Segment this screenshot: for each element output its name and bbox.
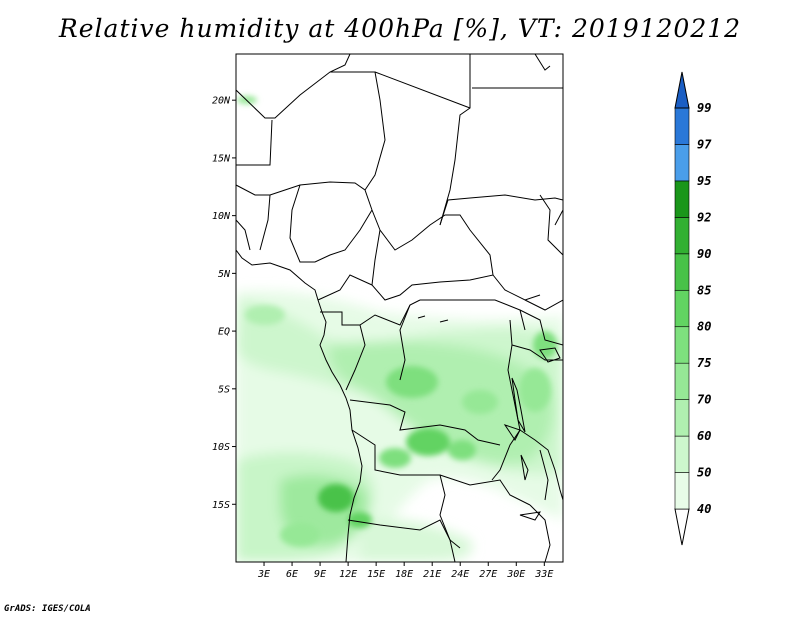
lon-label: 21E — [423, 569, 441, 580]
lon-label: 6E — [286, 569, 298, 580]
lon-label: 12E — [339, 569, 357, 580]
lon-label: 9E — [314, 569, 326, 580]
lon-label: 33E — [534, 569, 553, 580]
colorbar-upper-extension — [674, 71, 690, 109]
colorbar-label: 92 — [697, 210, 711, 224]
colorbar-label: 90 — [697, 247, 711, 261]
credit-label: GrADS: IGES/COLA — [4, 604, 91, 614]
colorbar-label: 70 — [697, 393, 711, 407]
lat-label: 15N — [212, 153, 231, 164]
colorbar-band — [674, 399, 690, 437]
map-title: Relative humidity at 400hPa [%], VT: 201… — [58, 14, 742, 43]
colorbar-band — [674, 362, 690, 400]
colorbar-band — [674, 144, 690, 182]
colorbar-band — [674, 435, 690, 473]
colorbar-band — [674, 253, 690, 291]
colorbar-band — [674, 107, 690, 145]
lat-label: 10N — [212, 211, 231, 222]
colorbar-label: 95 — [697, 174, 711, 188]
colorbar-label: 40 — [697, 502, 711, 516]
colorbar-label: 99 — [697, 101, 711, 115]
humidity-field — [236, 96, 563, 562]
colorbar-label: 60 — [697, 429, 711, 443]
colorbar-band — [674, 289, 690, 328]
lon-label: 30E — [506, 569, 525, 580]
colorbar-lower-extension — [674, 508, 690, 546]
colorbar-label: 50 — [697, 466, 711, 480]
latitude-axis: 20N 15N 10N 5N EQ 5S 10S 15S — [212, 96, 236, 511]
lon-label: 3E — [257, 569, 270, 580]
colorbar-label: 85 — [697, 283, 711, 297]
colorbar-band — [674, 472, 690, 510]
colorbar: 40 50 60 70 75 80 85 90 92 95 97 99 — [674, 71, 712, 546]
lon-label: 27E — [479, 569, 497, 580]
boundaries — [236, 54, 563, 562]
lat-label: 5S — [218, 384, 230, 395]
lat-label: 15S — [212, 500, 230, 511]
lat-label: 10S — [212, 442, 230, 453]
colorbar-band — [674, 180, 690, 218]
map-frame — [235, 53, 564, 563]
colorbar-band — [674, 326, 690, 364]
colorbar-band — [674, 217, 690, 255]
lon-label: 24E — [451, 569, 469, 580]
lat-label: EQ — [218, 327, 230, 338]
colorbar-label: 80 — [697, 320, 711, 334]
longitude-axis: 3E 6E 9E 12E 15E 18E 21E 24E 27E 30E 33E — [257, 562, 553, 580]
lat-label: 20N — [212, 96, 231, 107]
lon-label: 15E — [367, 569, 385, 580]
colorbar-label: 97 — [697, 137, 712, 151]
lat-label: 5N — [218, 269, 231, 280]
colorbar-label: 75 — [697, 356, 711, 370]
lon-label: 18E — [395, 569, 413, 580]
